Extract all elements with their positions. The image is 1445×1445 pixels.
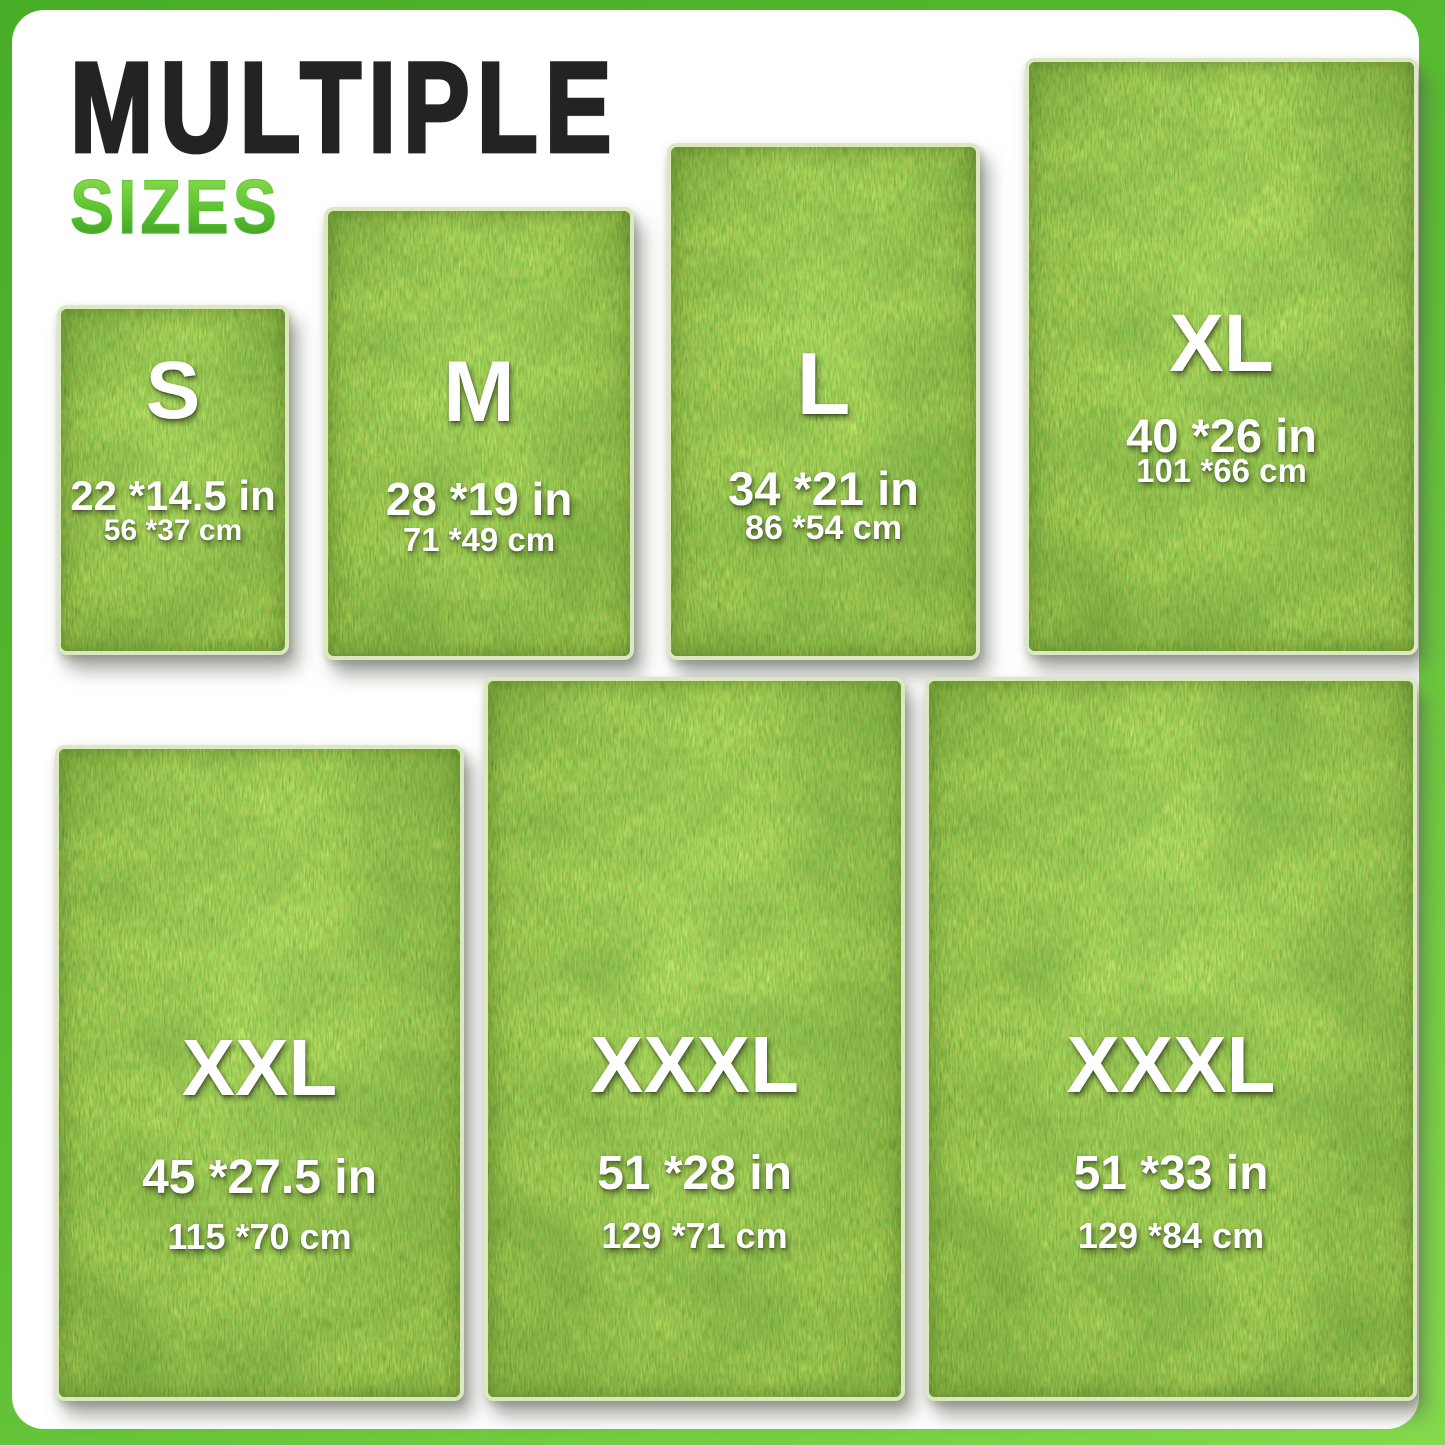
dimensions-inches: 51 *33 in	[1073, 1146, 1269, 1200]
dimensions-cm: 115 *70 cm	[167, 1215, 352, 1257]
size-card-xxl: XXL 45 *27.5 in 115 *70 cm	[55, 745, 464, 1401]
headline: MULTIPLE SIZES	[69, 36, 619, 245]
headline-sizes: SIZES	[70, 168, 619, 246]
dimensions-cm: 129 *84 cm	[1077, 1215, 1265, 1256]
grass-texture	[929, 681, 1413, 1397]
dimensions-inches: 45 *27.5 in	[142, 1151, 377, 1204]
size-label: XXXL	[590, 1019, 799, 1109]
size-card-l: L 34 *21 in 86 *54 cm	[667, 143, 980, 660]
size-card-m: M 28 *19 in 71 *49 cm	[324, 207, 634, 660]
headline-multiple: MULTIPLE	[69, 36, 619, 180]
dimensions-cm: 129 *71 cm	[601, 1215, 788, 1256]
size-label: XXL	[181, 1022, 338, 1112]
dimensions-inches: 40 *26 in	[1126, 409, 1317, 463]
size-card-xxxl-51x28: XXXL 51 *28 in 129 *71 cm	[484, 677, 905, 1401]
size-label: XXXL	[1066, 1019, 1276, 1109]
size-label: XL	[1169, 298, 1274, 390]
size-card-s: S 22 *14.5 in 56 *37 cm	[57, 305, 289, 655]
dimensions-cm: 71 *49 cm	[402, 520, 556, 558]
dimensions-inches: 34 *21 in	[728, 462, 919, 516]
dimensions-inches: 22 *14.5 in	[70, 471, 276, 519]
dimensions-cm: 101 *66 cm	[1136, 451, 1307, 489]
grass-texture	[59, 749, 460, 1397]
dimensions-cm: 86 *54 cm	[745, 508, 902, 547]
size-label: M	[443, 343, 515, 440]
grass-texture	[488, 681, 901, 1397]
size-label: S	[145, 345, 201, 437]
dimensions-inches: 51 *28 in	[597, 1146, 792, 1200]
grass-texture	[61, 309, 285, 651]
grass-texture	[1029, 62, 1414, 651]
size-card-xxxl-51x33: XXXL 51 *33 in 129 *84 cm	[925, 677, 1417, 1401]
grass-texture	[671, 147, 976, 656]
grass-texture	[328, 211, 630, 656]
size-label: L	[796, 334, 851, 434]
size-card-xl: XL 40 *26 in 101 *66 cm	[1025, 58, 1418, 655]
dimensions-cm: 56 *37 cm	[103, 513, 243, 547]
content-card: MULTIPLE SIZES S 22 *14.5 in 56 *37 cm M…	[12, 10, 1419, 1429]
dimensions-inches: 28 *19 in	[385, 472, 573, 525]
